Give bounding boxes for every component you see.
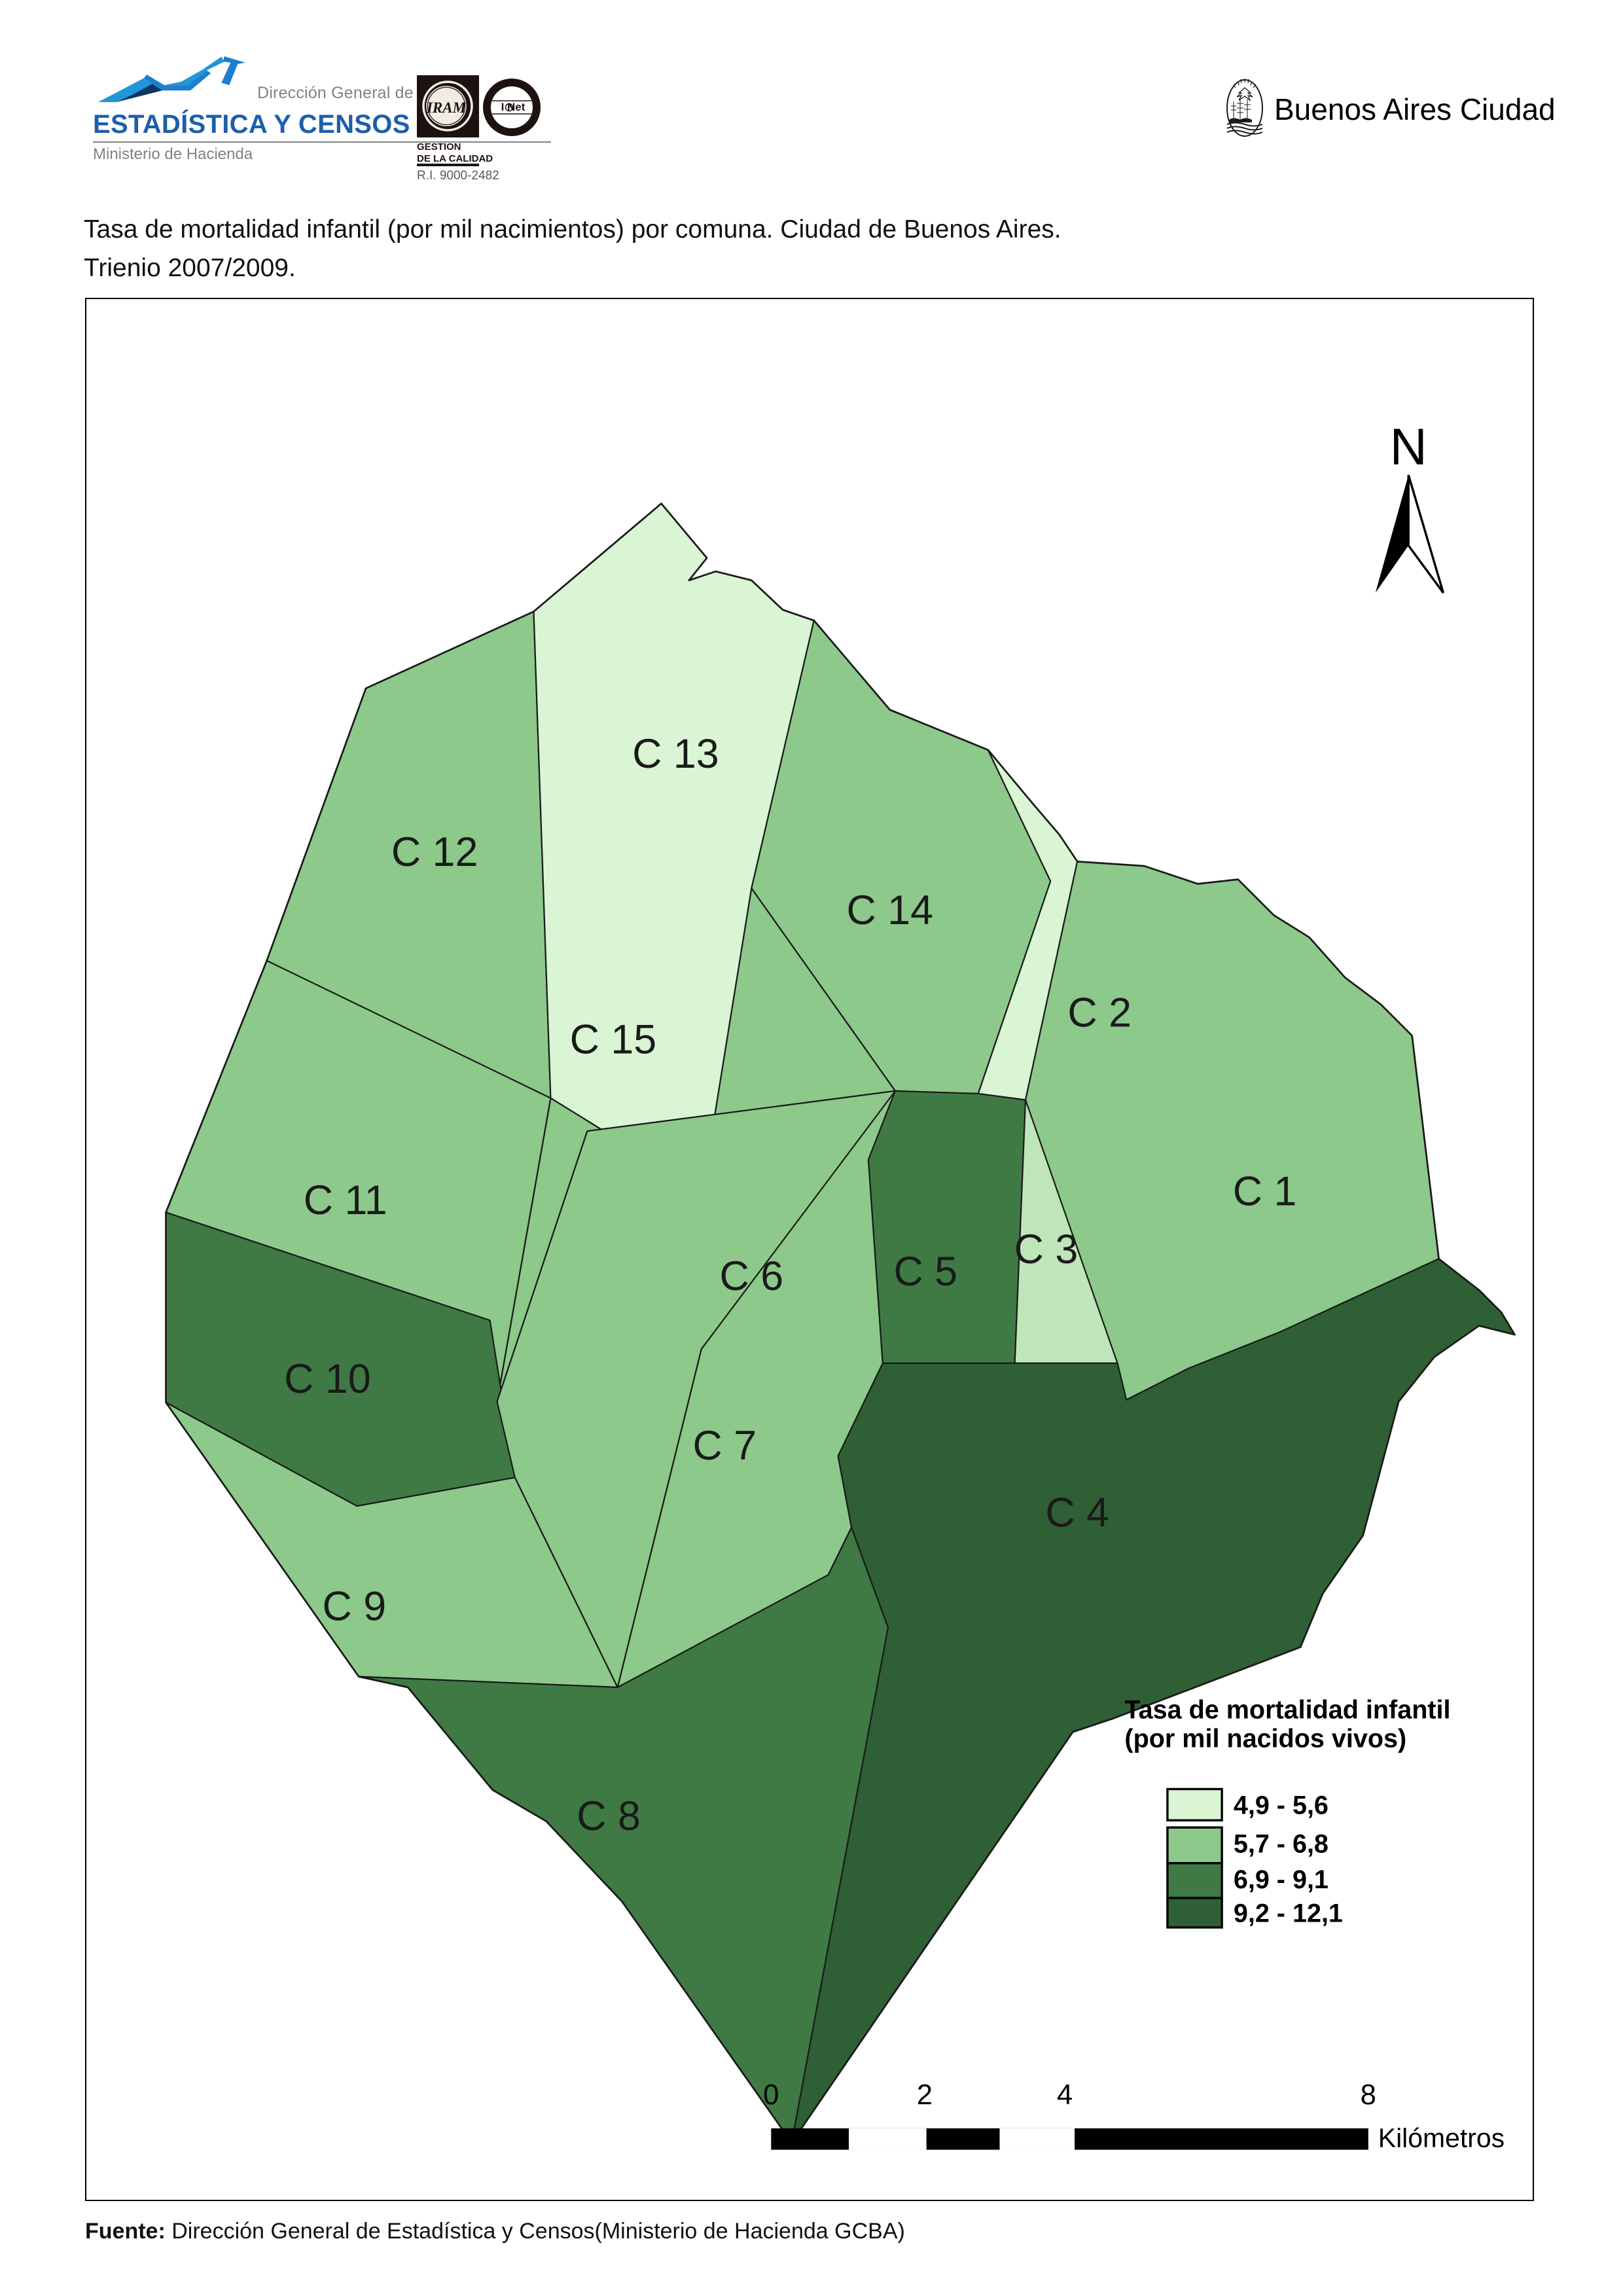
svg-text:C 12: C 12 bbox=[391, 829, 478, 875]
svg-text:N: N bbox=[1390, 417, 1427, 475]
svg-text:C 5: C 5 bbox=[893, 1249, 957, 1295]
svg-text:4: 4 bbox=[1057, 2079, 1073, 2111]
svg-text:6,9 - 9,1: 6,9 - 9,1 bbox=[1234, 1865, 1329, 1894]
svg-text:C 3: C 3 bbox=[1014, 1227, 1079, 1272]
svg-text:C 8: C 8 bbox=[577, 1793, 641, 1839]
svg-text:C 10: C 10 bbox=[284, 1356, 371, 1402]
svg-text:2: 2 bbox=[917, 2079, 933, 2111]
svg-text:4,9 - 5,6: 4,9 - 5,6 bbox=[1234, 1791, 1329, 1820]
svg-text:(por mil nacidos vivos): (por mil nacidos vivos) bbox=[1124, 1724, 1406, 1753]
svg-text:Kilómetros: Kilómetros bbox=[1378, 2123, 1505, 2153]
svg-text:C 13: C 13 bbox=[632, 731, 719, 777]
svg-text:C 9: C 9 bbox=[323, 1584, 387, 1630]
svg-text:5,7 - 6,8: 5,7 - 6,8 bbox=[1234, 1829, 1329, 1858]
svg-text:C 14: C 14 bbox=[846, 888, 933, 933]
svg-text:C 1: C 1 bbox=[1233, 1168, 1297, 1214]
svg-text:C 7: C 7 bbox=[693, 1423, 757, 1469]
svg-text:IRAM: IRAM bbox=[426, 99, 467, 116]
svg-text:Tasa de mortalidad infantil: Tasa de mortalidad infantil bbox=[1124, 1696, 1450, 1725]
svg-text:9,2 - 12,1: 9,2 - 12,1 bbox=[1234, 1899, 1343, 1928]
svg-text:C 4: C 4 bbox=[1045, 1490, 1109, 1535]
svg-text:C 15: C 15 bbox=[570, 1017, 657, 1063]
svg-text:C 11: C 11 bbox=[304, 1177, 387, 1223]
svg-text:8: 8 bbox=[1361, 2079, 1376, 2111]
svg-text:C 2: C 2 bbox=[1067, 990, 1132, 1036]
svg-text:C 6: C 6 bbox=[719, 1253, 783, 1299]
svg-text:0: 0 bbox=[763, 2079, 779, 2111]
